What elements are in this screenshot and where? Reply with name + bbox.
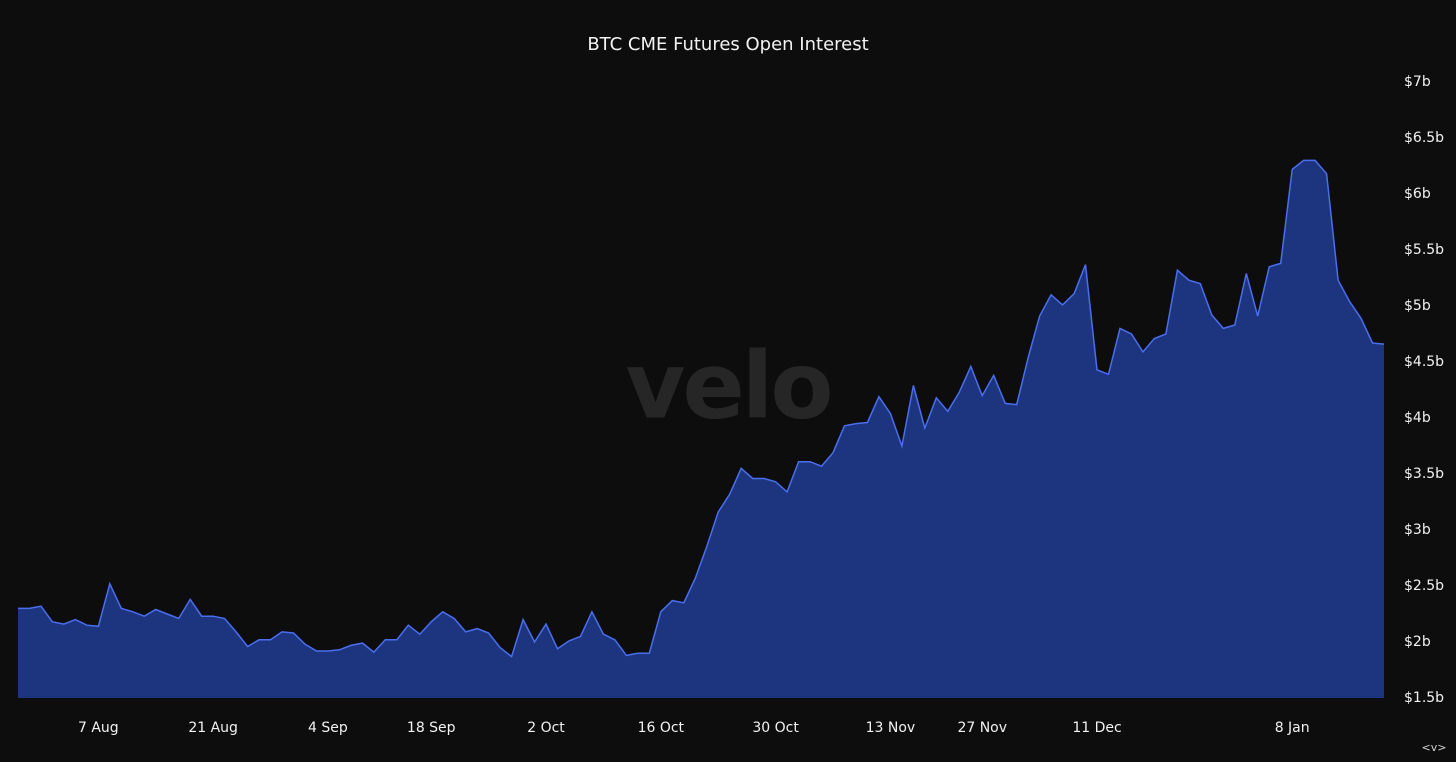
x-tick-label: 21 Aug (188, 720, 238, 736)
area-fill (18, 160, 1384, 698)
x-tick-label: 27 Nov (957, 720, 1007, 736)
y-tick-label: $1.5b (1404, 690, 1444, 706)
x-tick-label: 2 Oct (527, 720, 565, 736)
y-tick-label: $4.5b (1404, 354, 1444, 370)
y-tick-label: $2.5b (1404, 578, 1444, 594)
y-tick-label: $5b (1404, 298, 1431, 314)
area-line (18, 159, 1385, 658)
y-tick-label: $7b (1404, 74, 1431, 90)
x-tick-label: 13 Nov (866, 720, 916, 736)
watermark: velo (625, 332, 830, 439)
y-tick-label: $3.5b (1404, 466, 1444, 482)
y-tick-label: $6.5b (1404, 130, 1444, 146)
corner-label: <v> (1422, 741, 1447, 754)
y-tick-label: $4b (1404, 410, 1431, 426)
chart-title: BTC CME Futures Open Interest (587, 34, 868, 55)
y-tick-label: $5.5b (1404, 242, 1444, 258)
x-tick-label: 16 Oct (638, 720, 685, 736)
x-tick-label: 30 Oct (752, 720, 799, 736)
x-tick-label: 4 Sep (308, 720, 348, 736)
x-tick-label: 7 Aug (78, 720, 119, 736)
y-tick-label: $6b (1404, 186, 1431, 202)
y-tick-label: $2b (1404, 634, 1431, 650)
x-tick-label: 11 Dec (1072, 720, 1121, 736)
x-tick-label: 18 Sep (407, 720, 456, 736)
y-tick-label: $3b (1404, 522, 1431, 538)
x-tick-label: 8 Jan (1275, 720, 1310, 736)
